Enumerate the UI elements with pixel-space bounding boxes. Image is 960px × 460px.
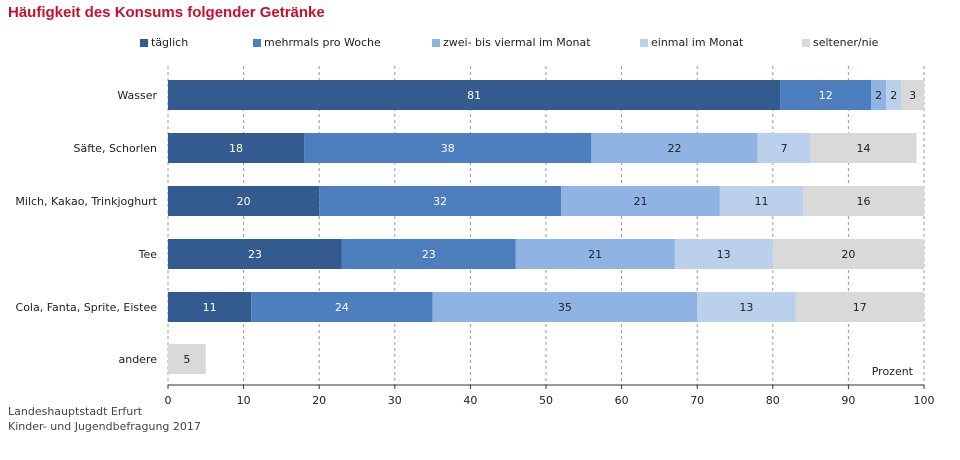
legend-label-taeglich: täglich	[151, 36, 189, 49]
legend-label-zwei-bis-viermal: zwei- bis viermal im Monat	[443, 36, 591, 49]
data-label-cola-fanta-sprite-eistee-einmal-im-monat: 13	[739, 301, 753, 314]
bar-cola-fanta-sprite-eistee-mehrmals-pro-woche	[251, 292, 433, 322]
x-tick-label-80: 80	[766, 394, 780, 407]
data-label-andere-seltener-nie: 5	[183, 353, 190, 366]
legend-swatch-taeglich	[140, 38, 148, 47]
legend-swatch-einmal-im-monat	[640, 38, 648, 47]
data-label-saefte-schorlen-zwei-bis-viermal-im-monat: 22	[668, 142, 682, 155]
legend-item-seltener-nie: seltener/nie	[802, 36, 878, 49]
data-label-tee-seltener-nie: 20	[841, 248, 855, 261]
x-tick-label-40: 40	[463, 394, 477, 407]
data-label-milch-kakao-trinkjoghurt-mehrmals-pro-woche: 32	[433, 195, 447, 208]
legend-label-einmal-im-monat: einmal im Monat	[651, 36, 744, 49]
legend-item-einmal-im-monat: einmal im Monat	[640, 36, 743, 49]
bar-andere-seltener-nie	[168, 344, 206, 374]
legend-swatch-zwei-bis-viermal	[432, 38, 440, 47]
legend-label-seltener-nie: seltener/nie	[813, 36, 879, 49]
bar-cola-fanta-sprite-eistee-zwei-bis-viermal-im-monat	[432, 292, 698, 322]
data-label-wasser-seltener-nie: 3	[909, 89, 916, 102]
data-label-wasser-zwei-bis-viermal-im-monat: 2	[875, 89, 882, 102]
bar-wasser-zwei-bis-viermal-im-monat	[871, 80, 887, 110]
data-label-wasser-einmal-im-monat: 2	[890, 89, 897, 102]
bar-saefte-schorlen-zwei-bis-viermal-im-monat	[591, 133, 758, 163]
bar-saefte-schorlen-einmal-im-monat	[757, 133, 811, 163]
data-label-milch-kakao-trinkjoghurt-taeglich: 20	[237, 195, 251, 208]
x-tick-label-30: 30	[388, 394, 402, 407]
x-tick-label-10: 10	[237, 394, 251, 407]
bar-saefte-schorlen-taeglich	[168, 133, 305, 163]
data-label-cola-fanta-sprite-eistee-seltener-nie: 17	[853, 301, 867, 314]
bar-saefte-schorlen-mehrmals-pro-woche	[304, 133, 592, 163]
x-tick-label-20: 20	[312, 394, 326, 407]
legend-label-mehrmals-pro-woche: mehrmals pro Woche	[264, 36, 381, 49]
bar-tee-mehrmals-pro-woche	[341, 239, 516, 269]
data-label-wasser-mehrmals-pro-woche: 12	[819, 89, 833, 102]
x-tick-label-90: 90	[841, 394, 855, 407]
category-label-saefte-schorlen: Säfte, Schorlen	[73, 142, 157, 155]
bar-wasser-mehrmals-pro-woche	[780, 80, 872, 110]
bar-milch-kakao-trinkjoghurt-mehrmals-pro-woche	[319, 186, 562, 216]
source-line-1: Landeshauptstadt Erfurt	[8, 405, 143, 418]
x-tick-label-0: 0	[165, 394, 172, 407]
data-label-cola-fanta-sprite-eistee-mehrmals-pro-woche: 24	[335, 301, 349, 314]
bar-cola-fanta-sprite-eistee-einmal-im-monat	[697, 292, 796, 322]
data-label-tee-zwei-bis-viermal-im-monat: 21	[588, 248, 602, 261]
bar-cola-fanta-sprite-eistee-seltener-nie	[795, 292, 924, 322]
category-label-tee: Tee	[138, 248, 158, 261]
data-label-milch-kakao-trinkjoghurt-einmal-im-monat: 11	[754, 195, 768, 208]
bar-tee-zwei-bis-viermal-im-monat	[515, 239, 675, 269]
x-tick-label-70: 70	[690, 394, 704, 407]
data-label-tee-mehrmals-pro-woche: 23	[422, 248, 436, 261]
x-tick-label-50: 50	[539, 394, 553, 407]
category-label-andere: andere	[118, 353, 157, 366]
bar-milch-kakao-trinkjoghurt-seltener-nie	[803, 186, 924, 216]
bar-wasser-seltener-nie	[901, 80, 924, 110]
data-label-wasser-taeglich: 81	[467, 89, 481, 102]
category-label-cola-fanta-sprite-eistee: Cola, Fanta, Sprite, Eistee	[16, 301, 158, 314]
bar-milch-kakao-trinkjoghurt-taeglich	[168, 186, 320, 216]
legend-swatch-seltener-nie	[802, 38, 810, 47]
data-label-tee-einmal-im-monat: 13	[717, 248, 731, 261]
data-label-saefte-schorlen-einmal-im-monat: 7	[781, 142, 788, 155]
chart-title: Häufigkeit des Konsums folgender Getränk…	[8, 4, 325, 21]
source-note: Landeshauptstadt Erfurt Kinder- und Juge…	[8, 404, 201, 434]
bar-cola-fanta-sprite-eistee-taeglich	[168, 292, 252, 322]
bar-wasser-taeglich	[168, 80, 781, 110]
unit-label: Prozent	[872, 365, 914, 378]
data-label-cola-fanta-sprite-eistee-taeglich: 11	[203, 301, 217, 314]
legend-item-taeglich: täglich	[140, 36, 188, 49]
legend-swatch-mehrmals-pro-woche	[253, 38, 261, 47]
data-label-milch-kakao-trinkjoghurt-seltener-nie: 16	[857, 195, 871, 208]
data-label-tee-taeglich: 23	[248, 248, 262, 261]
source-line-2: Kinder- und Jugendbefragung 2017	[8, 420, 201, 433]
bar-milch-kakao-trinkjoghurt-einmal-im-monat	[719, 186, 804, 216]
bar-tee-seltener-nie	[772, 239, 924, 269]
legend-item-zwei-bis-viermal: zwei- bis viermal im Monat	[432, 36, 591, 49]
category-label-wasser: Wasser	[117, 89, 157, 102]
bar-milch-kakao-trinkjoghurt-zwei-bis-viermal-im-monat	[561, 186, 720, 216]
data-label-saefte-schorlen-seltener-nie: 14	[857, 142, 871, 155]
x-tick-label-60: 60	[615, 394, 629, 407]
bar-saefte-schorlen-seltener-nie	[810, 133, 917, 163]
legend-item-mehrmals-pro-woche: mehrmals pro Woche	[253, 36, 381, 49]
data-label-saefte-schorlen-mehrmals-pro-woche: 38	[441, 142, 455, 155]
data-label-cola-fanta-sprite-eistee-zwei-bis-viermal-im-monat: 35	[558, 301, 572, 314]
x-tick-label-100: 100	[914, 394, 935, 407]
bar-tee-einmal-im-monat	[674, 239, 773, 269]
data-label-milch-kakao-trinkjoghurt-zwei-bis-viermal-im-monat: 21	[634, 195, 648, 208]
legend: täglich mehrmals pro Woche zwei- bis vie…	[0, 36, 960, 54]
bar-tee-taeglich	[168, 239, 342, 269]
data-label-saefte-schorlen-taeglich: 18	[229, 142, 243, 155]
category-label-milch-kakao-trinkjoghurt: Milch, Kakao, Trinkjoghurt	[15, 195, 157, 208]
bar-wasser-einmal-im-monat	[886, 80, 902, 110]
